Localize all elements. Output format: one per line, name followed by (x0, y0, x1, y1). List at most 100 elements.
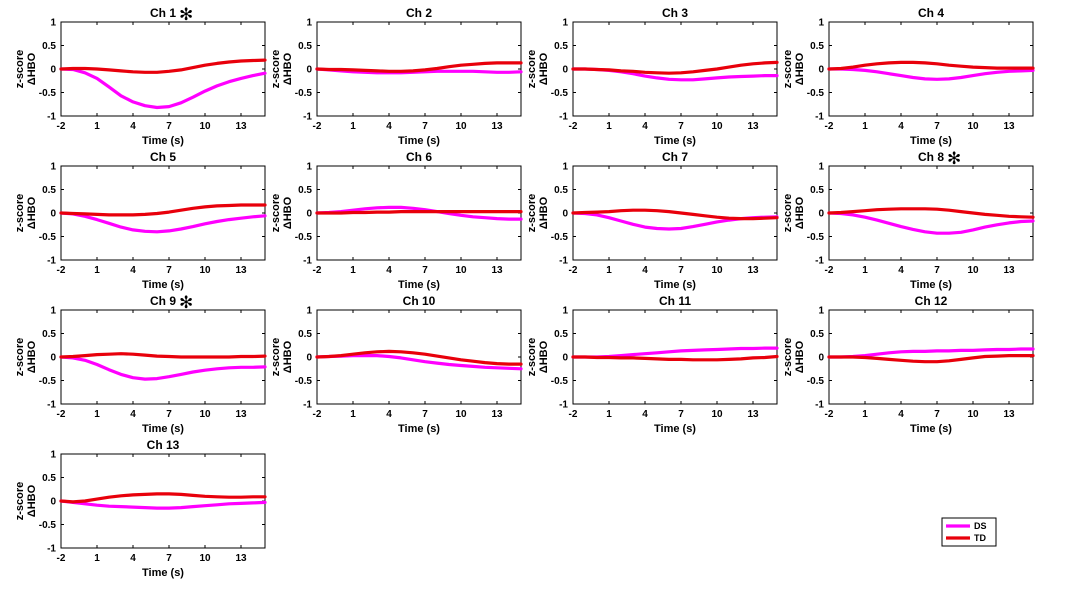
y-tick-label: 0.5 (42, 329, 56, 340)
y-axis-label-line2: ΔHBO (538, 340, 550, 373)
x-tick-label: 10 (455, 265, 467, 276)
x-axis-label: Time (s) (142, 423, 184, 435)
panel-3: -2 1 4 7 10 13 -1 -0.5 0 0.5 1 Ch 3 Time (s) z-score Δ… (526, 6, 779, 147)
y-tick-label: -0.5 (551, 232, 569, 243)
x-tick-label: 7 (166, 121, 172, 132)
y-tick-label: 0 (306, 65, 312, 76)
y-tick-label: -0.5 (807, 88, 825, 99)
legend-label-td: TD (974, 533, 986, 543)
x-axis-label: Time (s) (910, 135, 952, 147)
x-tick-label: 7 (678, 121, 684, 132)
x-tick-label: 1 (94, 265, 100, 276)
y-axis-label-line1: z-score (526, 338, 538, 377)
x-axis-label: Time (s) (654, 423, 696, 435)
y-axis-label-line2: ΔHBO (26, 52, 38, 85)
x-tick-label: 7 (422, 121, 428, 132)
x-tick-label: -2 (313, 265, 322, 276)
y-tick-label: -0.5 (295, 88, 313, 99)
y-axis-label-line1: z-score (526, 50, 538, 89)
y-axis-label-line1: z-score (14, 50, 26, 89)
y-tick-label: -0.5 (39, 88, 57, 99)
x-tick-label: 1 (862, 265, 868, 276)
y-tick-label: -1 (815, 256, 824, 267)
x-axis-label: Time (s) (142, 567, 184, 579)
y-tick-label: -1 (815, 112, 824, 123)
series-line-ds (59, 211, 267, 234)
x-tick-label: 13 (235, 121, 247, 132)
x-tick-label: 7 (166, 409, 172, 420)
y-tick-label: 1 (306, 162, 312, 173)
y-tick-label: 0.5 (810, 41, 824, 52)
y-tick-label: -0.5 (39, 520, 57, 531)
y-tick-label: -1 (559, 256, 568, 267)
panel-title: Ch 10 (403, 294, 436, 308)
x-tick-label: 1 (862, 121, 868, 132)
y-tick-label: -0.5 (295, 376, 313, 387)
panel-9: -2 1 4 7 10 13 -1 -0.5 0 0.5 1 Ch 9 ✻ Time (s) z-score… (14, 293, 267, 435)
x-tick-label: 10 (199, 265, 211, 276)
legend-label-ds: DS (974, 521, 987, 531)
x-tick-label: 1 (94, 553, 100, 564)
panel-title: Ch 9 (150, 294, 176, 308)
x-tick-label: 1 (94, 121, 100, 132)
series-line-td (571, 60, 779, 75)
y-tick-label: 0.5 (554, 41, 568, 52)
x-tick-label: 4 (130, 265, 136, 276)
x-axis-label: Time (s) (142, 279, 184, 291)
panel-title: Ch 6 (406, 150, 432, 164)
y-axis-label-line2: ΔHBO (26, 484, 38, 517)
y-tick-label: 0 (50, 497, 56, 508)
y-axis-label-line2: ΔHBO (538, 196, 550, 229)
y-tick-label: 0.5 (298, 185, 312, 196)
x-tick-label: 4 (898, 265, 904, 276)
series-line-ds (59, 355, 267, 381)
y-tick-label: 1 (562, 18, 568, 29)
panel-title: Ch 2 (406, 6, 432, 20)
y-tick-label: 0 (306, 209, 312, 220)
panel-title: Ch 11 (659, 294, 691, 308)
x-axis-label: Time (s) (910, 423, 952, 435)
x-tick-label: -2 (313, 121, 322, 132)
y-axis-label-line1: z-score (14, 194, 26, 233)
x-tick-label: 1 (350, 409, 356, 420)
y-axis-label-line2: ΔHBO (538, 52, 550, 85)
y-tick-label: 0 (306, 353, 312, 364)
y-tick-label: 0 (50, 209, 56, 220)
y-tick-label: -1 (47, 256, 56, 267)
x-tick-label: 4 (130, 409, 136, 420)
y-tick-label: 0 (562, 65, 568, 76)
series-line-ds (315, 205, 523, 221)
x-tick-label: 7 (934, 121, 940, 132)
y-tick-label: 0 (50, 353, 56, 364)
series-line-td (571, 354, 779, 362)
y-tick-label: -0.5 (39, 232, 57, 243)
panel-title: Ch 7 (662, 150, 688, 164)
panel-1: -2 1 4 7 10 13 -1 -0.5 0 0.5 1 Ch 1 ✻ Time (s) z-score… (14, 5, 267, 147)
x-tick-label: 4 (642, 265, 648, 276)
x-axis-label: Time (s) (398, 279, 440, 291)
y-tick-label: -1 (303, 400, 312, 411)
x-axis-label: Time (s) (398, 135, 440, 147)
y-axis-label-line1: z-score (782, 50, 794, 89)
y-tick-label: 1 (562, 162, 568, 173)
series-line-ds (59, 499, 267, 510)
x-tick-label: -2 (825, 121, 834, 132)
panel-10: -2 1 4 7 10 13 -1 -0.5 0 0.5 1 Ch 10 Time (s) z-score… (270, 294, 523, 435)
x-tick-label: 1 (606, 121, 612, 132)
y-axis-label-line1: z-score (270, 194, 282, 233)
y-tick-label: -1 (815, 400, 824, 411)
series-line-td (59, 203, 267, 217)
panel-8: -2 1 4 7 10 13 -1 -0.5 0 0.5 1 Ch 8 ✻ Time (s) z-score… (782, 149, 1035, 291)
x-tick-label: 13 (747, 265, 759, 276)
panel-4: -2 1 4 7 10 13 -1 -0.5 0 0.5 1 Ch 4 Time (s) z-score Δ… (782, 6, 1035, 147)
y-axis-label-line1: z-score (270, 338, 282, 377)
x-axis-label: Time (s) (398, 423, 440, 435)
x-tick-label: 13 (491, 121, 503, 132)
x-tick-label: 1 (862, 409, 868, 420)
panel-2: -2 1 4 7 10 13 -1 -0.5 0 0.5 1 Ch 2 Time (s) z-score Δ… (270, 6, 523, 147)
y-tick-label: 0.5 (810, 329, 824, 340)
y-axis-label-line2: ΔHBO (794, 52, 806, 85)
y-tick-label: 0 (818, 65, 824, 76)
x-tick-label: 4 (130, 121, 136, 132)
